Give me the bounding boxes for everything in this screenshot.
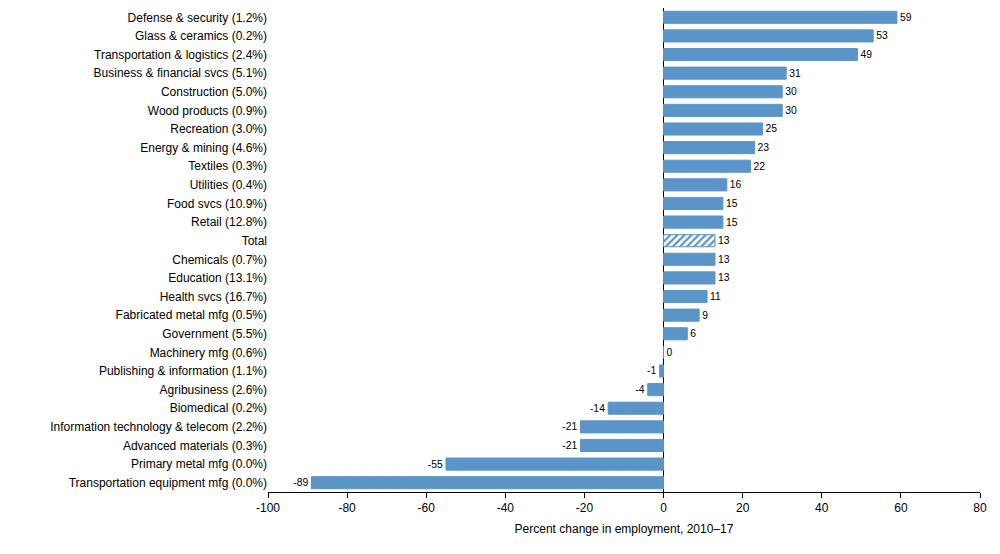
svg-text:-55: -55 [428,459,443,470]
svg-text:60: 60 [894,501,908,515]
svg-text:0: 0 [667,347,673,358]
svg-text:40: 40 [815,501,829,515]
svg-text:25: 25 [765,123,777,134]
svg-text:Transportation & logistics (2.: Transportation & logistics (2.4%) [94,48,267,62]
svg-text:Defense & security (1.2%): Defense & security (1.2%) [128,11,267,25]
svg-text:-21: -21 [562,440,577,451]
svg-text:Wood products (0.9%): Wood products (0.9%) [148,104,267,118]
svg-text:-80: -80 [338,501,356,515]
svg-text:59: 59 [900,12,912,23]
svg-text:13: 13 [718,254,730,265]
svg-text:53: 53 [876,30,888,41]
svg-text:30: 30 [785,105,797,116]
svg-text:Total: Total [242,234,267,248]
svg-text:Business & financial svcs (5.1: Business & financial svcs (5.1%) [94,66,267,80]
svg-text:Health svcs (16.7%): Health svcs (16.7%) [160,290,267,304]
svg-text:Agribusiness (2.6%): Agribusiness (2.6%) [160,383,267,397]
svg-text:15: 15 [726,217,738,228]
svg-text:13: 13 [718,235,730,246]
svg-text:Fabricated metal mfg (0.5%): Fabricated metal mfg (0.5%) [116,308,267,322]
svg-text:-20: -20 [576,501,594,515]
svg-text:80: 80 [973,501,987,515]
svg-text:-1: -1 [647,365,656,376]
svg-text:-40: -40 [497,501,515,515]
svg-text:Textiles (0.3%): Textiles (0.3%) [188,159,267,173]
svg-text:11: 11 [710,291,721,302]
svg-text:-4: -4 [635,384,644,395]
svg-text:49: 49 [860,49,872,60]
svg-text:-60: -60 [418,501,436,515]
svg-text:9: 9 [702,310,708,321]
svg-text:Construction (5.0%): Construction (5.0%) [161,85,267,99]
svg-text:-100: -100 [256,501,280,515]
svg-text:Food svcs (10.9%): Food svcs (10.9%) [167,197,267,211]
svg-text:20: 20 [736,501,750,515]
svg-text:31: 31 [789,68,801,79]
svg-text:Transportation equipment mfg (: Transportation equipment mfg (0.0%) [69,476,267,490]
svg-text:Publishing & information (1.1%: Publishing & information (1.1%) [99,364,267,378]
svg-text:30: 30 [785,86,797,97]
svg-text:15: 15 [726,198,738,209]
svg-text:Advanced materials (0.3%): Advanced materials (0.3%) [123,439,267,453]
svg-text:-14: -14 [590,403,605,414]
svg-text:6: 6 [690,328,696,339]
svg-text:22: 22 [754,161,766,172]
svg-text:23: 23 [758,142,770,153]
svg-text:Retail (12.8%): Retail (12.8%) [191,215,267,229]
svg-text:Primary metal mfg (0.0%): Primary metal mfg (0.0%) [131,457,267,471]
svg-text:Biomedical (0.2%): Biomedical (0.2%) [170,401,267,415]
svg-text:0: 0 [660,501,667,515]
svg-text:Machinery mfg (0.6%): Machinery mfg (0.6%) [150,346,267,360]
svg-text:-21: -21 [562,421,577,432]
svg-text:Recreation (3.0%): Recreation (3.0%) [170,122,267,136]
svg-text:Percent change in employment,: Percent change in employment, 2010–17 [515,522,734,536]
svg-text:Energy & mining (4.6%): Energy & mining (4.6%) [140,141,267,155]
svg-text:Information technology & telec: Information technology & telecom (2.2%) [50,420,267,434]
svg-text:-89: -89 [293,477,308,488]
svg-text:13: 13 [718,272,730,283]
svg-text:Utilities (0.4%): Utilities (0.4%) [190,178,267,192]
svg-text:Government (5.5%): Government (5.5%) [162,327,267,341]
svg-text:Education (13.1%): Education (13.1%) [168,271,267,285]
svg-text:16: 16 [730,179,742,190]
svg-text:Glass & ceramics (0.2%): Glass & ceramics (0.2%) [135,29,267,43]
svg-text:Chemicals (0.7%): Chemicals (0.7%) [172,253,267,267]
